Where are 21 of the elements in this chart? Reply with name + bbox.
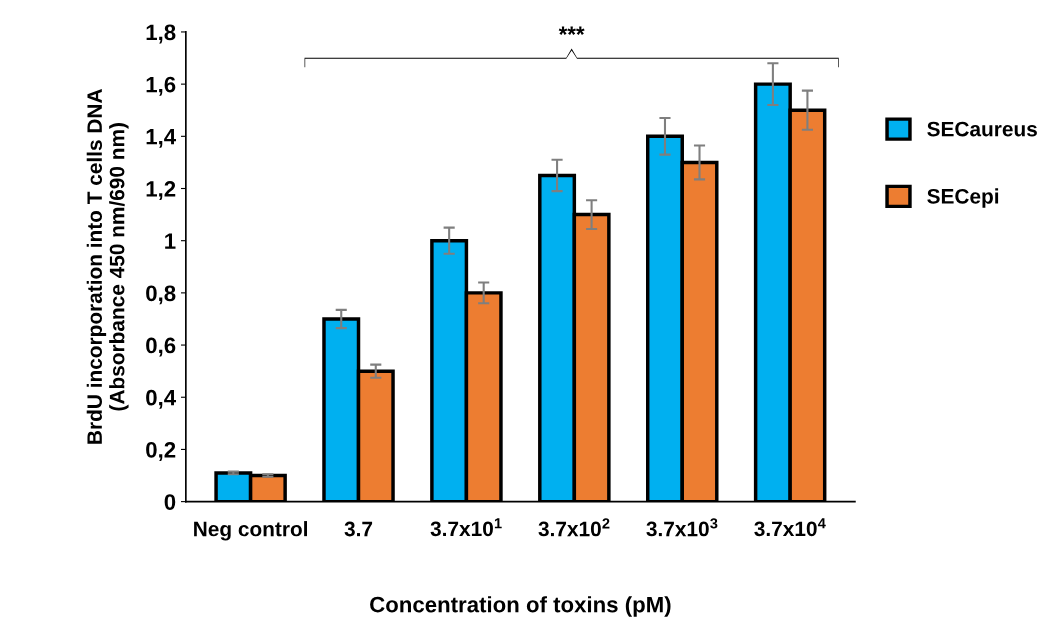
y-tick-label: 0,2 <box>146 441 176 461</box>
x-tick-label: 3.7 <box>344 521 373 537</box>
y-tick-label: 0 <box>164 494 176 510</box>
legend-label: SECepi <box>927 188 999 208</box>
y-tick-label: 0,4 <box>146 389 177 409</box>
y-tick-label: 0,8 <box>146 285 176 305</box>
x-tick-label: Neg control <box>194 521 307 541</box>
y-tick-label: 1,4 <box>146 129 177 148</box>
y-axis-title: BrdU incorporation into T cells DNA (Absorbance 450 nm/690 nm) <box>86 89 129 444</box>
y-tick-label: 1,8 <box>146 24 176 44</box>
y-tick-label: 0,6 <box>146 337 176 357</box>
legend-label: SECaureus <box>927 121 1037 137</box>
x-axis-title: Concentration of toxins (pM) <box>370 596 671 617</box>
annotation: *** <box>558 26 585 35</box>
x-tick-label: 3.7x10$^{4}$ <box>754 518 826 537</box>
y-tick-label: 1 <box>165 233 176 249</box>
x-tick-label: 3.7x10$^{1}$ <box>430 518 502 537</box>
y-tick-label: 1,6 <box>146 76 176 96</box>
y-tick-label: 1,2 <box>146 181 176 200</box>
x-tick-label: 3.7x10$^{3}$ <box>646 518 718 537</box>
x-tick-label: 3.7x10$^{2}$ <box>538 518 610 537</box>
